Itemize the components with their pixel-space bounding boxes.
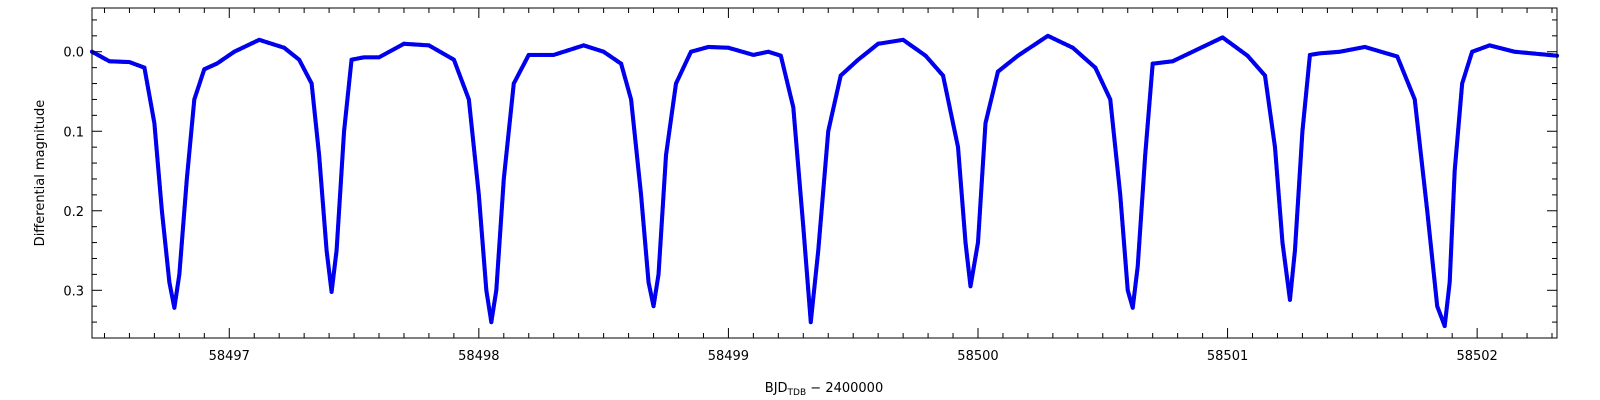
tick-labels: 58497 58498 58499 58500 58501 58502 0.0 0.1 0.2 0… [63,46,1498,364]
x-axis-label: BJDTDB − 2400000 [765,381,883,398]
x-tick-label: 58499 [708,349,749,364]
x-axis-label-rest: − 2400000 [806,381,883,396]
plot-frame [91,7,1558,339]
y-axis-label: Differential magnitude [33,100,48,247]
axis-ticks [92,8,1557,339]
x-tick-label: 58502 [1456,349,1497,364]
x-tick-label: 58497 [209,349,250,364]
data-points [89,33,1560,329]
y-tick-label: 0.0 [63,46,84,61]
x-axis-label-sub: TDB [787,388,807,398]
y-tick-label: 0.1 [63,125,84,140]
x-axis-label-main: BJD [765,381,788,396]
x-tick-label: 58500 [957,349,998,364]
y-tick-label: 0.3 [63,284,84,299]
x-tick-label: 58498 [458,349,499,364]
x-tick-label: 58501 [1207,349,1248,364]
y-tick-label: 0.2 [63,205,84,220]
